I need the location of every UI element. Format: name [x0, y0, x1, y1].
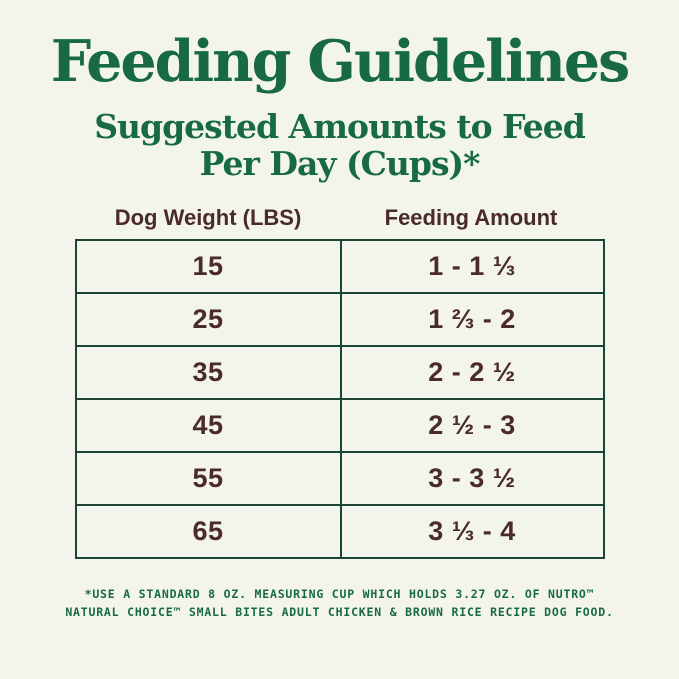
table-row: 15 1 - 1 ⅓ — [77, 241, 603, 293]
page-title: Feeding Guidelines — [50, 28, 631, 95]
feeding-amount-cell: 2 - 2 ½ — [339, 347, 603, 399]
table-row: 55 3 - 3 ½ — [76, 451, 603, 505]
feeding-amount-cell: 1 ⅔ - 2 — [339, 294, 603, 346]
footnote: *USE A STANDARD 8 OZ. MEASURING CUP WHIC… — [0, 585, 679, 622]
table-row: 45 2 ½ - 3 — [76, 398, 603, 452]
table-row: 65 3 ⅓ - 4 — [76, 504, 603, 558]
dog-weight-cell: 65 — [192, 516, 224, 547]
feeding-amount-cell: 3 - 3 ½ — [339, 453, 603, 505]
feeding-amount-cell: 3 ⅓ - 4 — [339, 506, 603, 558]
dog-weight-cell: 55 — [192, 463, 224, 494]
page-subtitle: Suggested Amounts to Feed Per Day (Cups)… — [0, 108, 679, 183]
feeding-amount-cell: 1 - 1 ⅓ — [339, 241, 603, 293]
table-row: 35 2 - 2 ½ — [76, 345, 603, 399]
dog-weight-cell: 25 — [192, 304, 224, 335]
footnote-line-1: *USE A STANDARD 8 OZ. MEASURING CUP WHIC… — [84, 587, 595, 602]
subtitle-line-2: Per Day (Cups)* — [199, 144, 481, 184]
feeding-table: 15 1 - 1 ⅓ 25 1 ⅔ - 2 35 2 - 2 ½ 45 2 ½ … — [74, 239, 605, 560]
footnote-line-2: NATURAL CHOICE™ SMALL BITES ADULT CHICKE… — [65, 605, 614, 620]
dog-weight-cell: 15 — [192, 251, 224, 282]
table-row: 25 1 ⅔ - 2 — [76, 292, 603, 346]
subtitle-line-1: Suggested Amounts to Feed — [94, 106, 586, 146]
dog-weight-cell: 45 — [192, 410, 224, 441]
table-header-row: Dog Weight (LBS) Feeding Amount — [77, 205, 603, 231]
dog-weight-cell: 35 — [192, 357, 224, 388]
column-header-feeding-amount: Feeding Amount — [384, 205, 558, 231]
column-header-dog-weight: Dog Weight (LBS) — [114, 205, 302, 231]
feeding-amount-cell: 2 ½ - 3 — [339, 400, 603, 452]
